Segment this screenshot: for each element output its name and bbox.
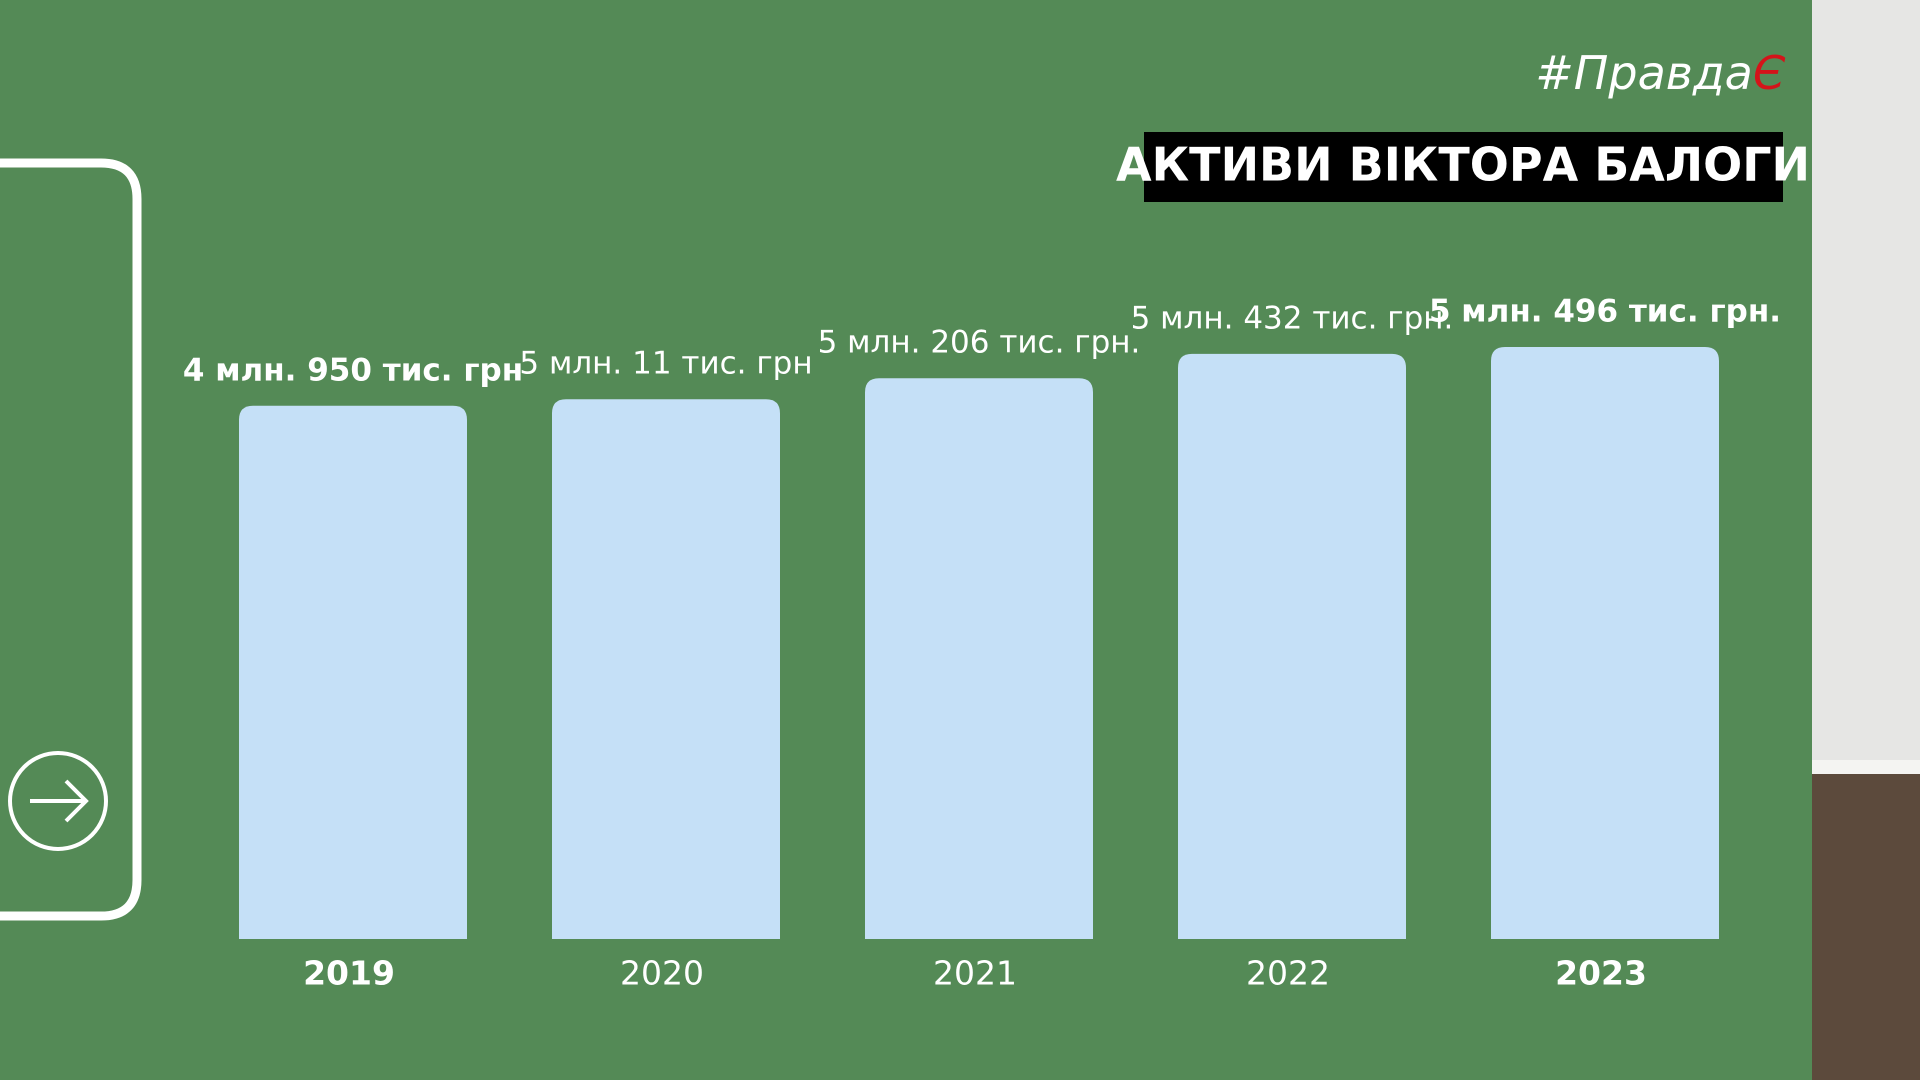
bar [239,405,467,939]
photo-floor [1812,774,1920,1080]
next-button[interactable] [8,751,108,851]
value-label: 5 млн. 206 тис. грн. [818,325,1141,361]
bar [865,378,1093,939]
value-label: 4 млн. 950 тис. грн [183,352,523,388]
chart-title: АКТИВИ ВІКТОРА БАЛОГИ [1116,138,1810,192]
x-tick-label: 2023 [1555,954,1647,993]
brand-mark: Є [1753,46,1786,100]
bar [1178,353,1406,939]
value-label: 5 млн. 11 тис. грн [519,346,812,382]
brand-prefix: #Правда [1535,46,1753,100]
value-label: 5 млн. 496 тис. грн. [1429,294,1781,330]
x-tick-label: 2020 [620,954,704,993]
brand: #ПравдаЄ [1535,46,1786,100]
x-tick-label: 2021 [933,954,1017,993]
arrow-icon [30,779,89,823]
bar [1491,347,1719,939]
photo-wall [1812,0,1920,760]
x-tick-label: 2022 [1246,954,1330,993]
x-tick-label: 2019 [303,954,395,993]
frame [0,158,142,921]
title-box [1144,132,1783,202]
value-label: 5 млн. 432 тис. грн. [1131,300,1454,336]
photo-baseboard [1812,760,1920,774]
bar [552,399,780,939]
